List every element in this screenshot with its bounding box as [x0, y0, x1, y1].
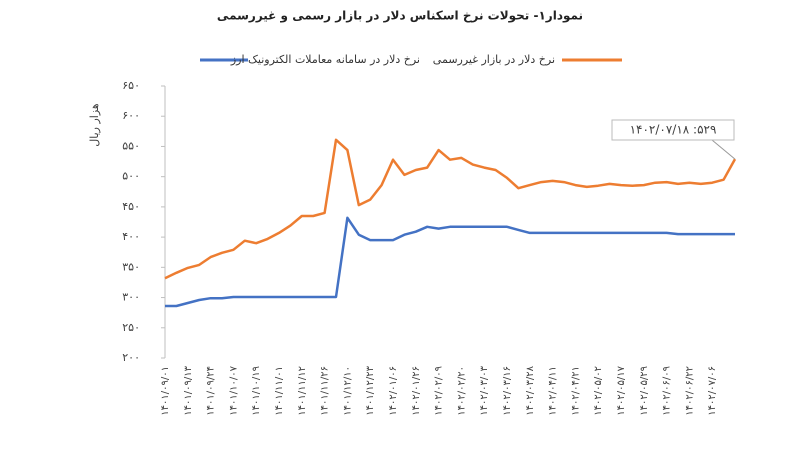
y-tick-label: ۳۰۰ [122, 291, 140, 304]
annotation-box [611, 119, 735, 141]
legend-label: نرخ دلار در سامانه معاملات الکترونیک ارز [230, 53, 420, 66]
x-tick-label: ۱۴۰۱/۱۱/۲۶ [320, 366, 331, 416]
annotation: ۱۴۰۲/۰۷/۱۸ :۵۲۹ [630, 123, 717, 137]
x-tick-label: ۱۴۰۱/۰۹/۲۴ [206, 366, 217, 416]
series-line [165, 216, 735, 308]
x-tick-label: ۱۴۰۲/۰۵/۰۲ [593, 366, 604, 416]
series-line [164, 138, 737, 280]
x-tick-label: ۱۴۰۲/۰۵/۱۷ [616, 365, 627, 415]
x-tick-label: ۱۴۰۱/۱۱/۱۲ [297, 366, 308, 416]
x-tick-label: ۱۴۰۱/۱۱/۰۱ [274, 366, 285, 416]
x-tick-label: ۱۴۰۲/۰۶/۲۲ [684, 366, 695, 416]
x-tick-label: ۱۴۰۲/۰۵/۲۹ [639, 366, 650, 416]
annotation-leader [711, 139, 736, 160]
x-tick-label: ۱۴۰۲/۰۴/۲۱ [570, 366, 581, 416]
x-tick-label: ۱۴۰۲/۰۶/۰۹ [662, 366, 673, 416]
y-tick-label: ۴۰۰ [122, 230, 140, 243]
y-tick-label: ۴۵۰ [122, 200, 140, 213]
x-tick-label: ۱۴۰۱/۰۹/۱۳ [183, 365, 194, 415]
x-tick-label: ۱۴۰۱/۱۰/۱۹ [251, 366, 262, 416]
y-tick-label: ۶۰۰ [122, 109, 140, 122]
x-tick-label: ۱۴۰۲/۰۳/۰۳ [479, 365, 490, 415]
x-tick-label: ۱۴۰۲/۰۳/۲۸ [525, 365, 536, 415]
x-tick-label: ۱۴۰۲/۰۳/۱۶ [502, 366, 513, 416]
x-tick-label: ۱۴۰۱/۰۹/۰۱ [160, 366, 171, 416]
x-tick-label: ۱۴۰۱/۱۲/۱۰ [342, 366, 353, 416]
y-tick-label: ۲۵۰ [122, 321, 140, 334]
x-tick-label: ۱۴۰۱/۱۰/۰۷ [228, 365, 239, 415]
chart-title: نمودار۱- تحولات نرخ اسکناس دلار در بازار… [217, 9, 583, 24]
y-tick-label: ۵۰۰ [122, 170, 140, 183]
x-tick-label: ۱۴۰۲/۰۱/۲۶ [411, 366, 422, 416]
y-tick-label: ۶۵۰ [122, 79, 140, 92]
y-tick-label: ۵۵۰ [122, 139, 140, 152]
x-tick-label: ۱۴۰۲/۰۱/۰۶ [388, 366, 399, 416]
x-tick-label: ۱۴۰۱/۱۲/۲۳ [365, 365, 376, 415]
x-tick-label: ۱۴۰۲/۰۲/۲۰ [456, 366, 467, 416]
y-tick-label: ۳۵۰ [122, 260, 140, 273]
x-tick-label: ۱۴۰۲/۰۴/۱۱ [548, 366, 559, 416]
y-axis-label: هزار ریال [88, 103, 101, 147]
x-tick-label: ۱۴۰۲/۰۷/۰۶ [707, 366, 718, 416]
x-tick-label: ۱۴۰۲/۰۲/۰۹ [434, 366, 445, 416]
y-tick-label: ۲۰۰ [122, 351, 140, 364]
legend-label: نرخ دلار در بازار غیررسمی [433, 53, 555, 66]
